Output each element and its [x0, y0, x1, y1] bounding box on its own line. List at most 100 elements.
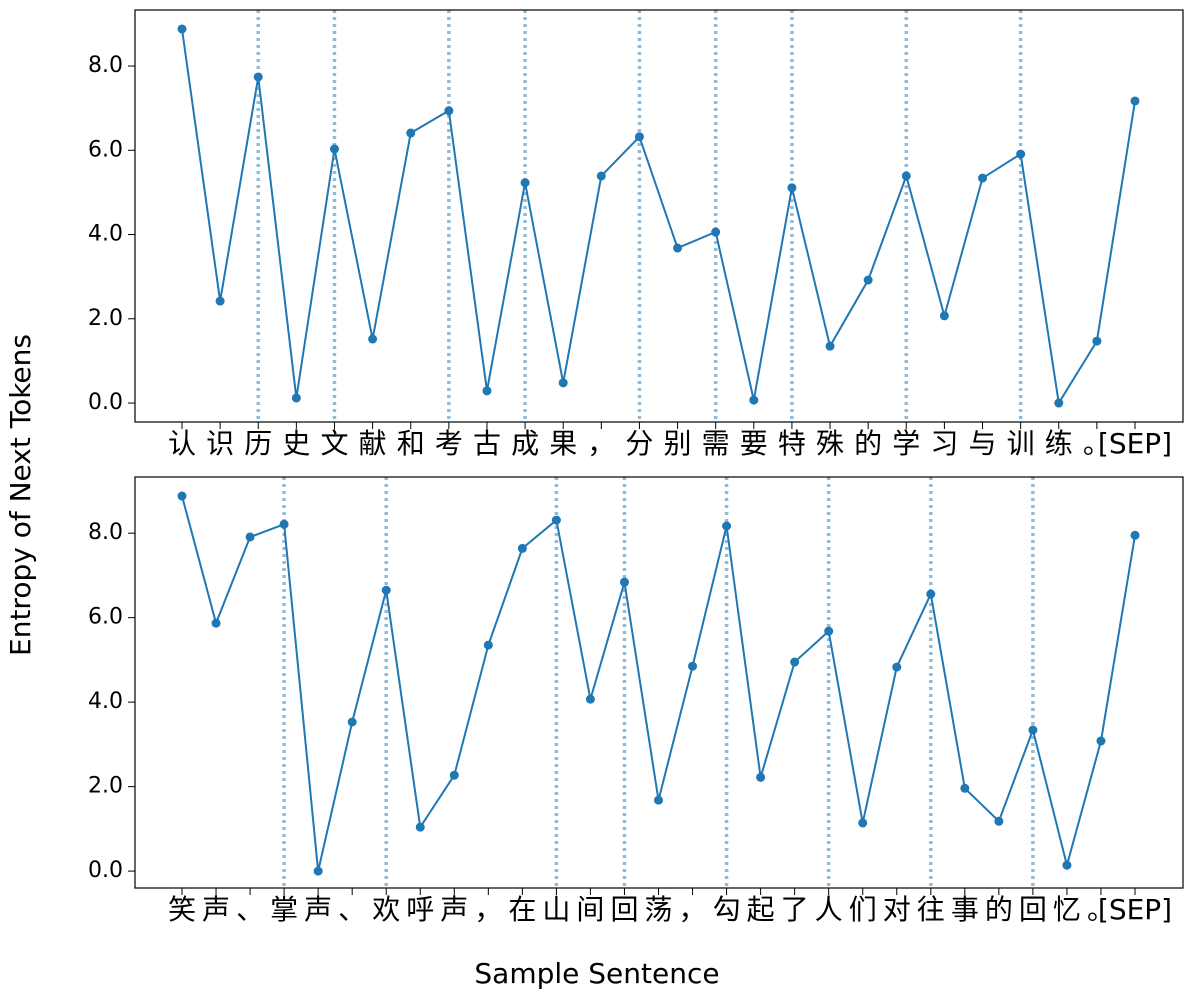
point: [1130, 530, 1140, 540]
point: [596, 171, 606, 181]
x-tick-label: 事: [951, 893, 979, 926]
line: [181, 28, 1136, 406]
x-tick-label: 、: [236, 893, 264, 926]
point: [482, 386, 492, 396]
x-tick-label: 。: [1087, 893, 1115, 926]
point: [551, 515, 561, 525]
x-tick-label: 史: [282, 427, 310, 460]
point: [654, 795, 663, 805]
y-tick-label: 8.0: [88, 520, 123, 545]
x-tick-label: 与: [969, 427, 997, 460]
x-tick-label: 练: [1045, 427, 1073, 460]
x-tick-label: 古: [473, 427, 501, 460]
x-tick-label: 识: [206, 427, 234, 460]
x-tick-label: 声: [304, 893, 332, 926]
point: [517, 543, 527, 553]
point: [1054, 398, 1064, 408]
point: [1062, 860, 1072, 870]
point: [901, 171, 911, 181]
x-tick-label: 学: [892, 427, 920, 460]
x-tick-label: 训: [1007, 427, 1035, 460]
point: [520, 178, 530, 188]
x-tick-label: 习: [930, 427, 958, 460]
point: [939, 311, 949, 321]
point: [1028, 725, 1038, 735]
point: [790, 657, 800, 667]
point: [449, 770, 459, 780]
point: [381, 585, 391, 595]
x-tick-label: 文: [320, 427, 348, 460]
point: [825, 341, 835, 351]
point: [673, 243, 683, 253]
y-tick-label: 4.0: [88, 222, 123, 247]
x-tick-label: ，: [679, 893, 707, 926]
point: [1130, 96, 1140, 106]
point: [960, 783, 970, 793]
x-tick-label: 勾: [713, 893, 741, 926]
point: [177, 24, 187, 34]
x-tick-label: [SEP]: [1098, 427, 1172, 460]
point: [483, 640, 493, 650]
point: [722, 521, 732, 531]
x-tick-label: 回: [1019, 893, 1047, 926]
x-tick-label: 往: [917, 893, 945, 926]
x-tick-label: 需: [702, 427, 730, 460]
x-tick-label: 起: [747, 893, 775, 926]
subplot: 0.0 2.0 4.0 6.0 8.0 认识历史文献和考古成果 ， 分别需要特殊的学习与训练。…: [88, 9, 1184, 460]
x-tick-label: 在: [508, 893, 536, 926]
plot-frame: [134, 476, 1184, 889]
point: [892, 662, 902, 672]
point: [994, 816, 1004, 826]
point: [787, 183, 797, 193]
x-tick-label: 声: [440, 893, 468, 926]
point: [215, 296, 225, 306]
x-tick-label: [SEP]: [1098, 893, 1172, 926]
x-tick-label: ，: [474, 893, 502, 926]
point: [406, 128, 416, 138]
point: [1016, 149, 1026, 159]
point: [858, 818, 868, 828]
point: [749, 395, 759, 405]
subplot: 0.02.04.06.08.0笑声、掌声、欢呼声，在山间回荡，勾起了人们对往事的…: [88, 476, 1184, 926]
x-tick-label: 了: [781, 893, 809, 926]
point: [245, 532, 255, 542]
x-tick-label: 分: [625, 427, 653, 460]
x-tick-label: 果: [549, 427, 577, 460]
x-tick-label: ，: [587, 427, 615, 460]
y-tick-label: 0.0: [88, 390, 123, 415]
x-tick-label: 间: [576, 893, 604, 926]
x-tick-label: 别: [664, 427, 692, 460]
point: [253, 72, 263, 82]
x-tick-label: 殊: [816, 427, 844, 460]
x-tick-label: 人: [815, 893, 843, 926]
y-tick-label: 2.0: [88, 306, 123, 331]
point: [634, 132, 644, 142]
x-tick-label: 呼: [406, 893, 434, 926]
point: [926, 589, 936, 599]
point: [368, 334, 378, 344]
x-tick-label: 要: [740, 427, 768, 460]
point: [347, 717, 357, 727]
x-tick-label: 笑: [168, 893, 196, 926]
y-axis-label: Entropy of Next Tokens: [4, 334, 37, 656]
x-tick-label: 对: [883, 893, 911, 926]
y-tick-label: 0.0: [88, 858, 123, 883]
line: [181, 495, 1136, 872]
y-tick-label: 2.0: [88, 774, 123, 799]
plot-frame: [134, 9, 1184, 423]
x-tick-label: 认: [168, 427, 196, 460]
point: [585, 694, 595, 704]
point: [211, 618, 221, 628]
x-tick-label: 掌: [270, 893, 298, 926]
point: [558, 378, 568, 388]
x-tick-label: 。: [1083, 427, 1111, 460]
x-tick-label: 声: [202, 893, 230, 926]
y-tick-label: 6.0: [88, 605, 123, 630]
point: [415, 822, 425, 832]
point: [279, 519, 289, 529]
y-tick-label: 4.0: [88, 689, 123, 714]
point: [619, 577, 629, 587]
x-tick-label: 欢: [372, 893, 400, 926]
point: [329, 144, 339, 154]
